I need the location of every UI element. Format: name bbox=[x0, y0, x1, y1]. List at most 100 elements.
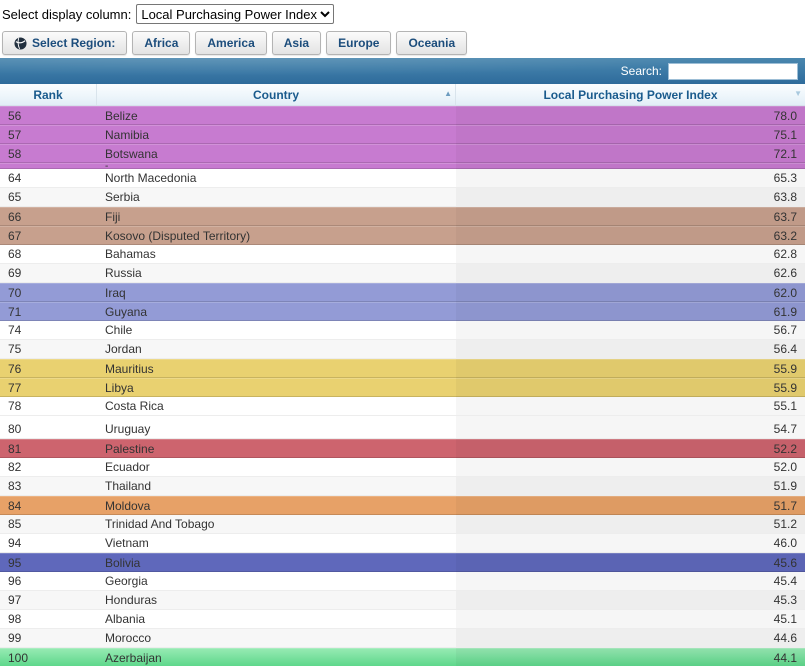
country-cell: North Macedonia bbox=[105, 171, 197, 185]
country-cell: - bbox=[105, 163, 109, 169]
region-buttons: Africa America Asia Europe Oceania bbox=[132, 31, 468, 55]
table-row[interactable]: 82 Ecuador 52.0 bbox=[0, 458, 805, 477]
table-row[interactable]: 71 Guyana 61.9 bbox=[0, 302, 805, 321]
table-row[interactable]: 80 Uruguay 54.7 bbox=[0, 420, 805, 439]
rank-cell: 65 bbox=[8, 190, 22, 204]
table-row[interactable]: 57 Namibia 75.1 bbox=[0, 125, 805, 144]
country-cell: Honduras bbox=[105, 593, 158, 607]
table-row[interactable]: 97 Honduras 45.3 bbox=[0, 591, 805, 610]
index-value-cell: 63.2 bbox=[456, 226, 805, 245]
region-button-europe[interactable]: Europe bbox=[326, 31, 392, 55]
country-cell: Namibia bbox=[105, 127, 150, 142]
index-value-cell: 65.3 bbox=[456, 169, 805, 187]
table-row[interactable]: 74 Chile 56.7 bbox=[0, 321, 805, 340]
table-row[interactable]: 70 Iraq 62.0 bbox=[0, 283, 805, 302]
table-row[interactable]: 85 Trinidad And Tobago 51.2 bbox=[0, 515, 805, 534]
index-value-cell: 62.8 bbox=[456, 245, 805, 263]
table-row[interactable]: 68 Bahamas 62.8 bbox=[0, 245, 805, 264]
rank-cell: 95 bbox=[8, 555, 22, 570]
index-value-cell: 52.0 bbox=[456, 458, 805, 476]
rank-cell: 94 bbox=[8, 536, 22, 550]
country-cell: Libya bbox=[105, 380, 134, 395]
table-row[interactable]: 81 Palestine 52.2 bbox=[0, 439, 805, 458]
rank-cell: 56 bbox=[8, 108, 22, 123]
index-value-cell: 78.0 bbox=[456, 106, 805, 125]
table-row[interactable]: 58 Botswana 72.1 bbox=[0, 144, 805, 163]
display-column-bar: Select display column: Local Purchasing … bbox=[0, 0, 805, 28]
index-value-cell: 45.3 bbox=[456, 591, 805, 609]
country-cell: Russia bbox=[105, 266, 142, 280]
table-row[interactable]: 96 Georgia 45.4 bbox=[0, 572, 805, 591]
index-value-cell: 51.7 bbox=[456, 496, 805, 515]
rank-cell: 96 bbox=[8, 574, 22, 588]
country-cell: Azerbaijan bbox=[105, 650, 162, 665]
region-button-africa[interactable]: Africa bbox=[132, 31, 191, 55]
search-bar: Search: bbox=[0, 58, 805, 84]
table-row[interactable]: 98 Albania 45.1 bbox=[0, 610, 805, 629]
index-value-cell: 46.0 bbox=[456, 534, 805, 552]
rank-cell: 98 bbox=[8, 612, 22, 626]
search-input[interactable] bbox=[668, 62, 798, 80]
rank-cell: 97 bbox=[8, 593, 22, 607]
table-row[interactable]: 75 Jordan 56.4 bbox=[0, 340, 805, 359]
select-region-button[interactable]: Select Region: bbox=[2, 31, 128, 55]
table-body: 56 Belize 78.0 57 Namibia 75.1 58 Botswa… bbox=[0, 106, 805, 666]
region-button-oceania[interactable]: Oceania bbox=[396, 31, 468, 55]
rank-cell: 84 bbox=[8, 498, 22, 513]
country-cell: Serbia bbox=[105, 190, 140, 204]
rank-cell: 58 bbox=[8, 146, 22, 161]
table-row[interactable]: 78 Costa Rica 55.1 bbox=[0, 397, 805, 416]
index-value-cell: 44.6 bbox=[456, 629, 805, 647]
table-row[interactable]: - bbox=[0, 163, 805, 169]
sort-idle-icon: ▼ bbox=[794, 89, 802, 98]
rank-cell: 85 bbox=[8, 517, 22, 531]
country-cell: Kosovo (Disputed Territory) bbox=[105, 228, 251, 243]
country-cell: Georgia bbox=[105, 574, 148, 588]
index-value-cell: 45.6 bbox=[456, 553, 805, 572]
rank-cell: 78 bbox=[8, 399, 22, 413]
table-row[interactable]: 76 Mauritius 55.9 bbox=[0, 359, 805, 378]
index-value-cell: 61.9 bbox=[456, 302, 805, 321]
table-row[interactable]: 94 Vietnam 46.0 bbox=[0, 534, 805, 553]
rank-cell: 71 bbox=[8, 304, 22, 319]
rank-cell: 99 bbox=[8, 631, 22, 645]
table-row[interactable]: 100 Azerbaijan 44.1 bbox=[0, 648, 805, 666]
country-cell: Iraq bbox=[105, 285, 126, 300]
region-button-asia[interactable]: Asia bbox=[271, 31, 322, 55]
table-row[interactable]: 77 Libya 55.9 bbox=[0, 378, 805, 397]
index-value-cell: 45.4 bbox=[456, 572, 805, 590]
table-row[interactable]: 84 Moldova 51.7 bbox=[0, 496, 805, 515]
country-cell: Trinidad And Tobago bbox=[105, 517, 215, 531]
column-header-country[interactable]: Country ▲ bbox=[97, 84, 456, 105]
column-header-index[interactable]: Local Purchasing Power Index ▼ bbox=[543, 87, 802, 102]
region-button-america[interactable]: America bbox=[195, 31, 267, 55]
table-row[interactable]: 66 Fiji 63.7 bbox=[0, 207, 805, 226]
table-row[interactable]: 65 Serbia 63.8 bbox=[0, 188, 805, 207]
country-cell: Morocco bbox=[105, 631, 152, 645]
country-cell: Uruguay bbox=[105, 422, 151, 436]
select-region-label: Select Region: bbox=[32, 36, 116, 50]
table-row[interactable]: 99 Morocco 44.6 bbox=[0, 629, 805, 648]
index-value-cell: 54.7 bbox=[456, 420, 805, 438]
index-value-cell: 56.7 bbox=[456, 321, 805, 339]
table-row[interactable]: 95 Bolivia 45.6 bbox=[0, 553, 805, 572]
table-row[interactable]: 64 North Macedonia 65.3 bbox=[0, 169, 805, 188]
table-row[interactable]: 56 Belize 78.0 bbox=[0, 106, 805, 125]
rank-cell: 75 bbox=[8, 342, 22, 356]
display-column-select[interactable]: Local Purchasing Power Index bbox=[136, 4, 335, 24]
index-value-cell: 55.9 bbox=[456, 378, 805, 397]
region-filter-bar: Select Region: Africa America Asia Europe Oc… bbox=[0, 28, 805, 58]
index-value-cell: 62.6 bbox=[456, 264, 805, 282]
table-row[interactable]: 69 Russia 62.6 bbox=[0, 264, 805, 283]
rank-cell: 64 bbox=[8, 171, 22, 185]
index-value-cell: 55.1 bbox=[456, 397, 805, 415]
column-header-rank[interactable]: Rank bbox=[0, 84, 97, 105]
table-row[interactable]: 83 Thailand 51.9 bbox=[0, 477, 805, 496]
index-value-cell: 51.2 bbox=[456, 515, 805, 533]
rank-cell: 83 bbox=[8, 479, 22, 493]
table-row[interactable]: 67 Kosovo (Disputed Territory) 63.2 bbox=[0, 226, 805, 245]
rank-cell: 80 bbox=[8, 422, 22, 436]
table-row bbox=[0, 416, 805, 420]
country-cell: Palestine bbox=[105, 441, 155, 456]
